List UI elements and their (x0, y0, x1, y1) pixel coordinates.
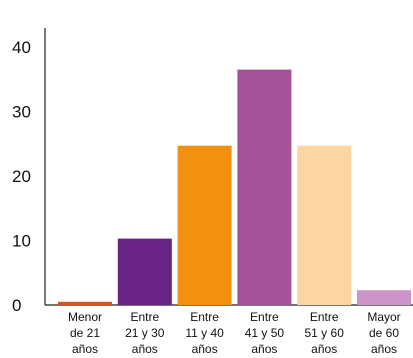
bar (58, 301, 112, 305)
x-category-label: Entre 21 y 30 años (125, 310, 165, 356)
x-category-label: Entre 41 y 50 años (245, 310, 285, 356)
x-category-label: Entre 11 y 40 años (185, 310, 224, 356)
bar (177, 145, 232, 305)
y-tick-label: 0 (12, 296, 21, 315)
x-category-labels: Menor de 21 años Entre 21 y 30 años Entre 11 y … (68, 310, 401, 356)
bar (117, 238, 172, 305)
y-tick-label: 10 (12, 232, 31, 251)
bars (58, 69, 411, 305)
y-tick-label: 40 (12, 38, 31, 57)
y-tick-label: 30 (12, 103, 31, 122)
x-category-label: Menor de 21 años (68, 310, 102, 356)
bar (297, 145, 352, 305)
y-tick-labels: 0 10 20 30 40 (12, 38, 31, 315)
y-tick-label: 20 (12, 167, 31, 186)
bar (237, 69, 292, 305)
x-category-label: Entre 51 y 60 años (305, 310, 345, 356)
x-category-label: Mayor de 60 años (367, 310, 400, 356)
bar (357, 290, 411, 305)
